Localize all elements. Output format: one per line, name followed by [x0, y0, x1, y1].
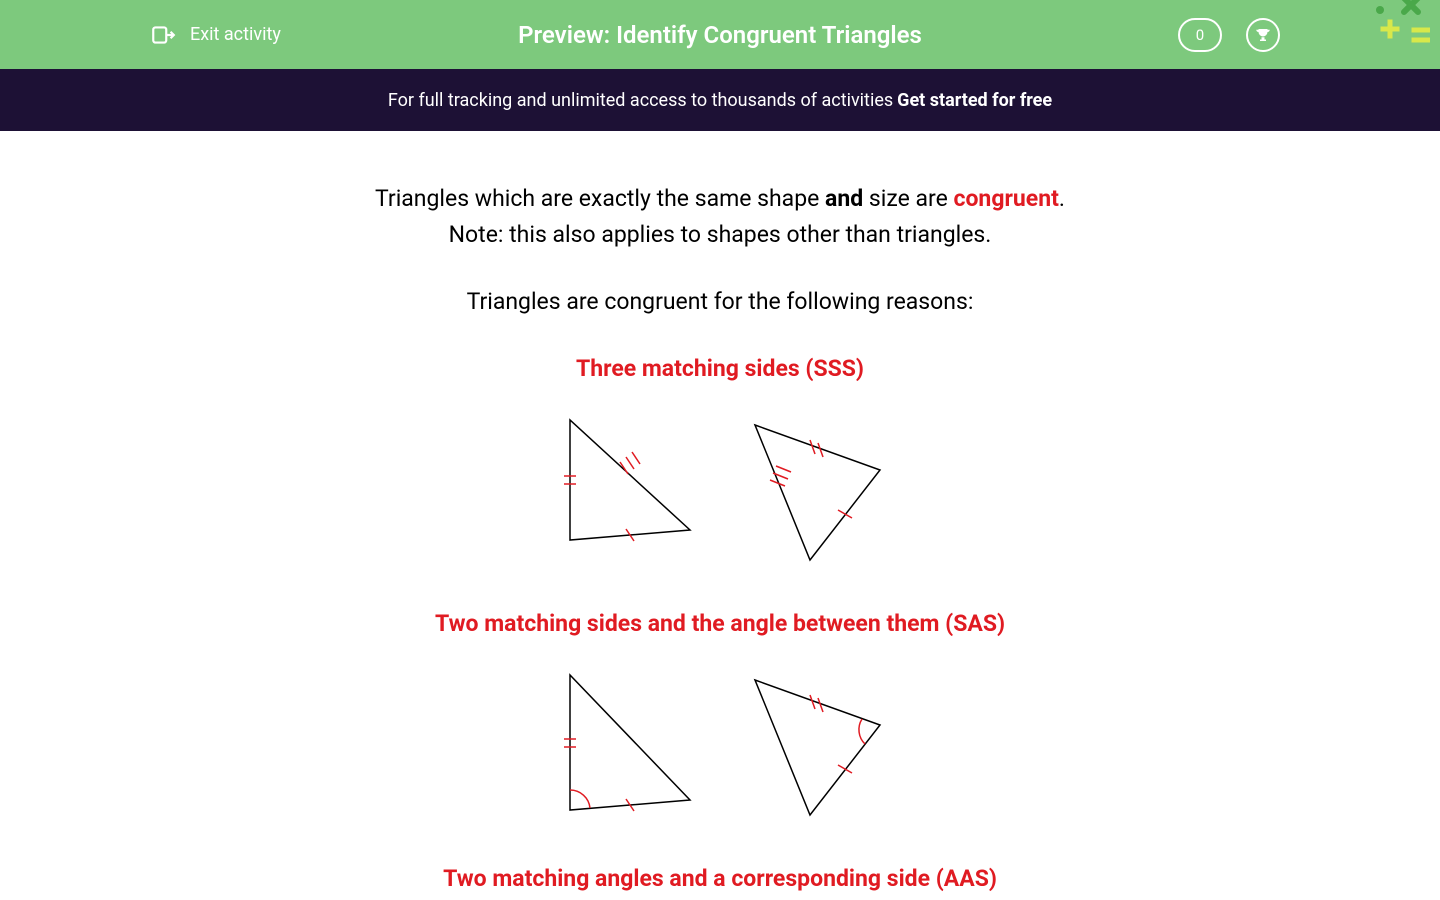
promo-banner[interactable]: For full tracking and unlimited access t…: [0, 69, 1440, 131]
intro-note: Note: this also applies to shapes other …: [449, 221, 992, 248]
score-value: 0: [1196, 26, 1204, 44]
intro-highlight: congruent: [953, 185, 1058, 212]
section-title-sss: Three matching sides (SSS): [40, 355, 1400, 382]
page-title: Preview: Identify Congruent Triangles: [518, 21, 922, 49]
figure-sas: [40, 665, 1400, 825]
intro-paragraph: Triangles which are exactly the same sha…: [220, 181, 1220, 252]
intro-text: size are: [863, 185, 953, 212]
triangle-left-sas: [550, 665, 700, 825]
reasons-intro: Triangles are congruent for the followin…: [40, 288, 1400, 315]
exit-icon: [150, 22, 176, 48]
trophy-button[interactable]: [1246, 18, 1280, 52]
figure-sss: [40, 410, 1400, 570]
section-title-aas: Two matching angles and a corresponding …: [40, 865, 1400, 892]
main-content: Triangles which are exactly the same sha…: [0, 131, 1440, 892]
intro-text: .: [1059, 185, 1065, 212]
section-title-sas: Two matching sides and the angle between…: [40, 610, 1400, 637]
header-bar: Exit activity Preview: Identify Congruen…: [0, 0, 1440, 69]
intro-bold: and: [825, 185, 863, 212]
score-pill: 0: [1178, 18, 1222, 52]
trophy-icon: [1254, 26, 1272, 44]
banner-text: For full tracking and unlimited access t…: [388, 90, 893, 111]
exit-activity-label: Exit activity: [190, 24, 281, 45]
triangle-right-sas: [740, 665, 890, 825]
triangle-right-sss: [740, 410, 890, 570]
banner-cta: Get started for free: [897, 90, 1052, 111]
exit-activity-button[interactable]: Exit activity: [150, 22, 281, 48]
header-decor: [1370, 0, 1430, 50]
intro-text: Triangles which are exactly the same sha…: [375, 185, 825, 212]
header-right: 0: [1178, 18, 1280, 52]
triangle-left-sss: [550, 410, 700, 570]
